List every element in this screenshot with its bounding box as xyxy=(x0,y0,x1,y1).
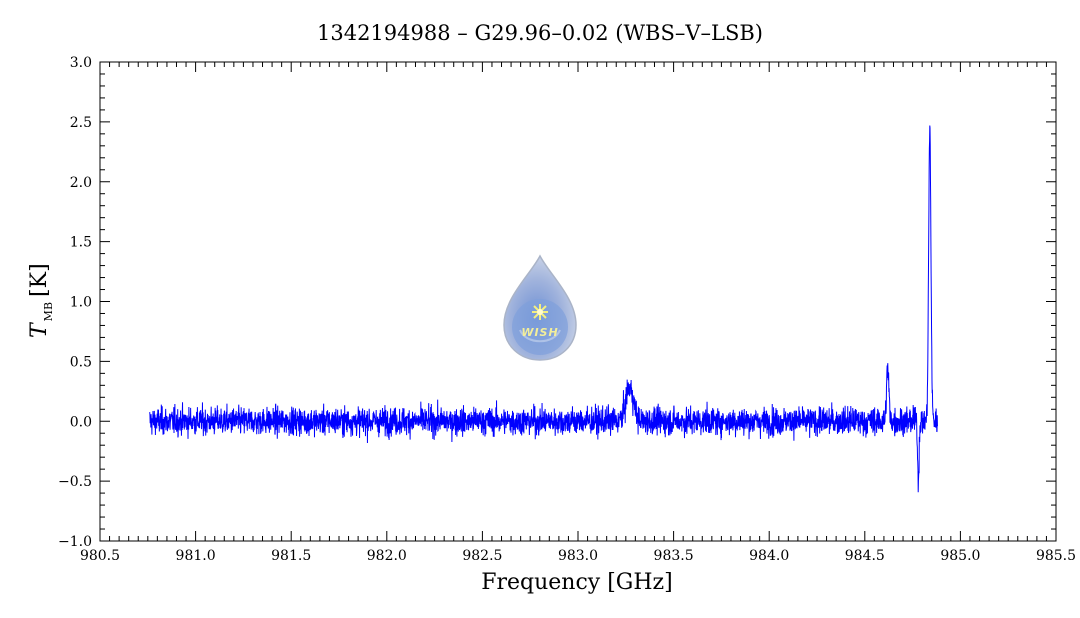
wish-logo: WISH xyxy=(503,254,577,361)
y-axis-label: TMB [K] xyxy=(27,263,55,338)
x-tick-label: 981.5 xyxy=(271,548,311,564)
y-tick-label: 2.0 xyxy=(70,175,92,191)
x-tick-label: 985.5 xyxy=(1036,548,1076,564)
x-tick-label: 984.5 xyxy=(845,548,885,564)
y-tick-label: 2.5 xyxy=(70,115,92,131)
axes xyxy=(99,61,1057,542)
x-tick-label: 984.0 xyxy=(749,548,789,564)
x-tick-label: 982.5 xyxy=(462,548,502,564)
x-tick-label: 981.0 xyxy=(176,548,216,564)
plot-frame xyxy=(99,61,1057,542)
y-axis-label-sub: MB xyxy=(42,302,55,321)
plot-area xyxy=(149,125,938,493)
chart-title: 1342194988 – G29.96–0.02 (WBS–V–LSB) xyxy=(317,21,763,45)
spectrum-line xyxy=(149,125,938,493)
x-tick-label: 980.5 xyxy=(80,548,120,564)
tick-labels: 980.5 981.0 981.5 982.0 982.5 983.0 983.5 984.0… xyxy=(58,55,1076,564)
y-tick-label: 1.5 xyxy=(70,235,92,251)
y-tick-label: 0.0 xyxy=(70,414,92,430)
x-axis-label: Frequency [GHz] xyxy=(481,570,673,595)
x-tick-label: 983.5 xyxy=(654,548,694,564)
y-axis-label-unit: [K] xyxy=(27,263,52,297)
x-tick-label: 983.0 xyxy=(558,548,598,564)
y-tick-label: −0.5 xyxy=(58,474,92,490)
y-axis-label-main: T xyxy=(27,321,52,338)
y-tick-label: 0.5 xyxy=(70,354,92,370)
x-tick-label: 985.0 xyxy=(940,548,980,564)
logo-text: WISH xyxy=(521,326,558,339)
x-tick-label: 982.0 xyxy=(367,548,407,564)
y-tick-label: 3.0 xyxy=(70,55,92,71)
y-tick-label: 1.0 xyxy=(70,295,92,311)
y-tick-label: −1.0 xyxy=(58,534,92,550)
